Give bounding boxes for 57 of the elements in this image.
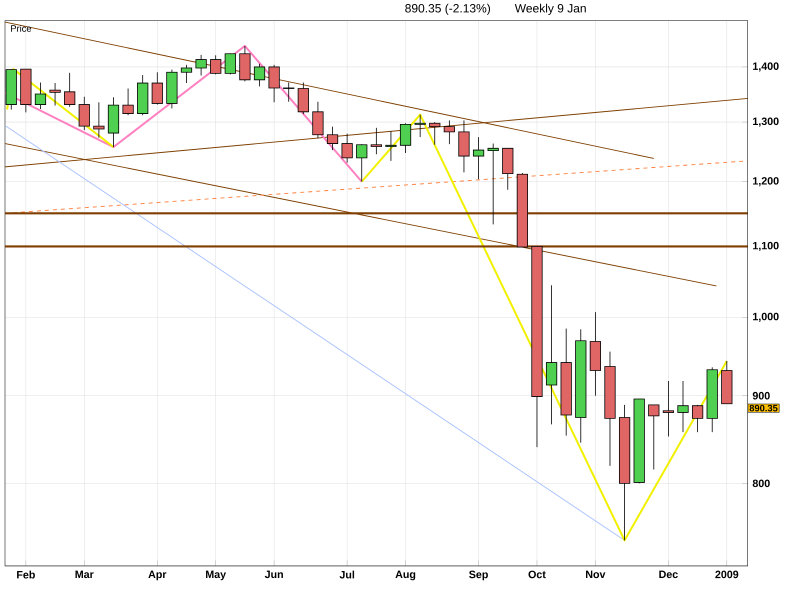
candlestick: [326, 126, 338, 150]
candlestick: [400, 122, 412, 154]
candlestick: [342, 133, 353, 164]
y-tick-label: 1,000: [753, 312, 779, 322]
x-tick-label: Feb: [17, 570, 35, 578]
y-axis-title: Price: [11, 24, 32, 32]
candlestick: [283, 82, 294, 102]
candlestick: [488, 143, 499, 225]
x-tick-label: Jun: [264, 570, 283, 578]
x-tick-label: Sep: [469, 570, 488, 580]
candlestick: [180, 64, 192, 84]
candlestick: [64, 72, 76, 108]
candlestick: [49, 82, 61, 106]
x-tick-label: Aug: [395, 570, 416, 580]
x-tick-label: Nov: [586, 570, 606, 578]
candlestick: [648, 404, 660, 470]
chart-subtitle: Weekly 9 Jan: [514, 4, 586, 15]
y-tick-label: 800: [752, 480, 770, 488]
x-tick-label: 2009: [715, 570, 738, 578]
y-tick-label: 1,300: [753, 118, 779, 127]
candlestick: [268, 64, 280, 103]
y-tick-label: 1,200: [753, 177, 779, 186]
candlestick: [152, 72, 163, 105]
x-tick-label: Mar: [76, 570, 94, 578]
x-tick-label: May: [206, 570, 226, 580]
y-tick-label: 1,100: [753, 242, 779, 251]
line-series: [360, 114, 728, 542]
chart-title: 890.35 (-2.13%): [405, 4, 490, 15]
candlestick: [122, 88, 134, 116]
candlestick: [78, 96, 90, 131]
y-tick-label: 1,400: [753, 62, 779, 72]
candlestick: [472, 136, 484, 180]
candlestick: [546, 284, 558, 425]
candlestick: [312, 101, 324, 139]
candlestick: [370, 127, 382, 155]
candlestick: [298, 82, 309, 115]
x-tick-label: Jul: [340, 570, 354, 578]
candlestick: [356, 144, 368, 182]
candlestick: [224, 52, 236, 75]
candlestick: [692, 404, 704, 433]
x-tick-label: Apr: [148, 570, 166, 580]
x-tick-label: Dec: [659, 570, 678, 578]
candlestick: [677, 380, 689, 433]
line-series: [5, 44, 363, 183]
text: 890.35: [750, 404, 778, 412]
x-tick-label: Oct: [528, 570, 546, 578]
candlestick: [444, 120, 455, 145]
candlestick: [34, 82, 46, 110]
candlestick: [195, 54, 207, 76]
candlestick: [210, 54, 222, 75]
candlestick: [414, 114, 426, 138]
candlestick: [662, 380, 674, 437]
candlestick: [93, 102, 104, 138]
candlestick: [429, 122, 440, 146]
candlestick: [385, 130, 397, 162]
y-tick-label: 900: [752, 392, 770, 400]
candlestick: [254, 63, 266, 87]
